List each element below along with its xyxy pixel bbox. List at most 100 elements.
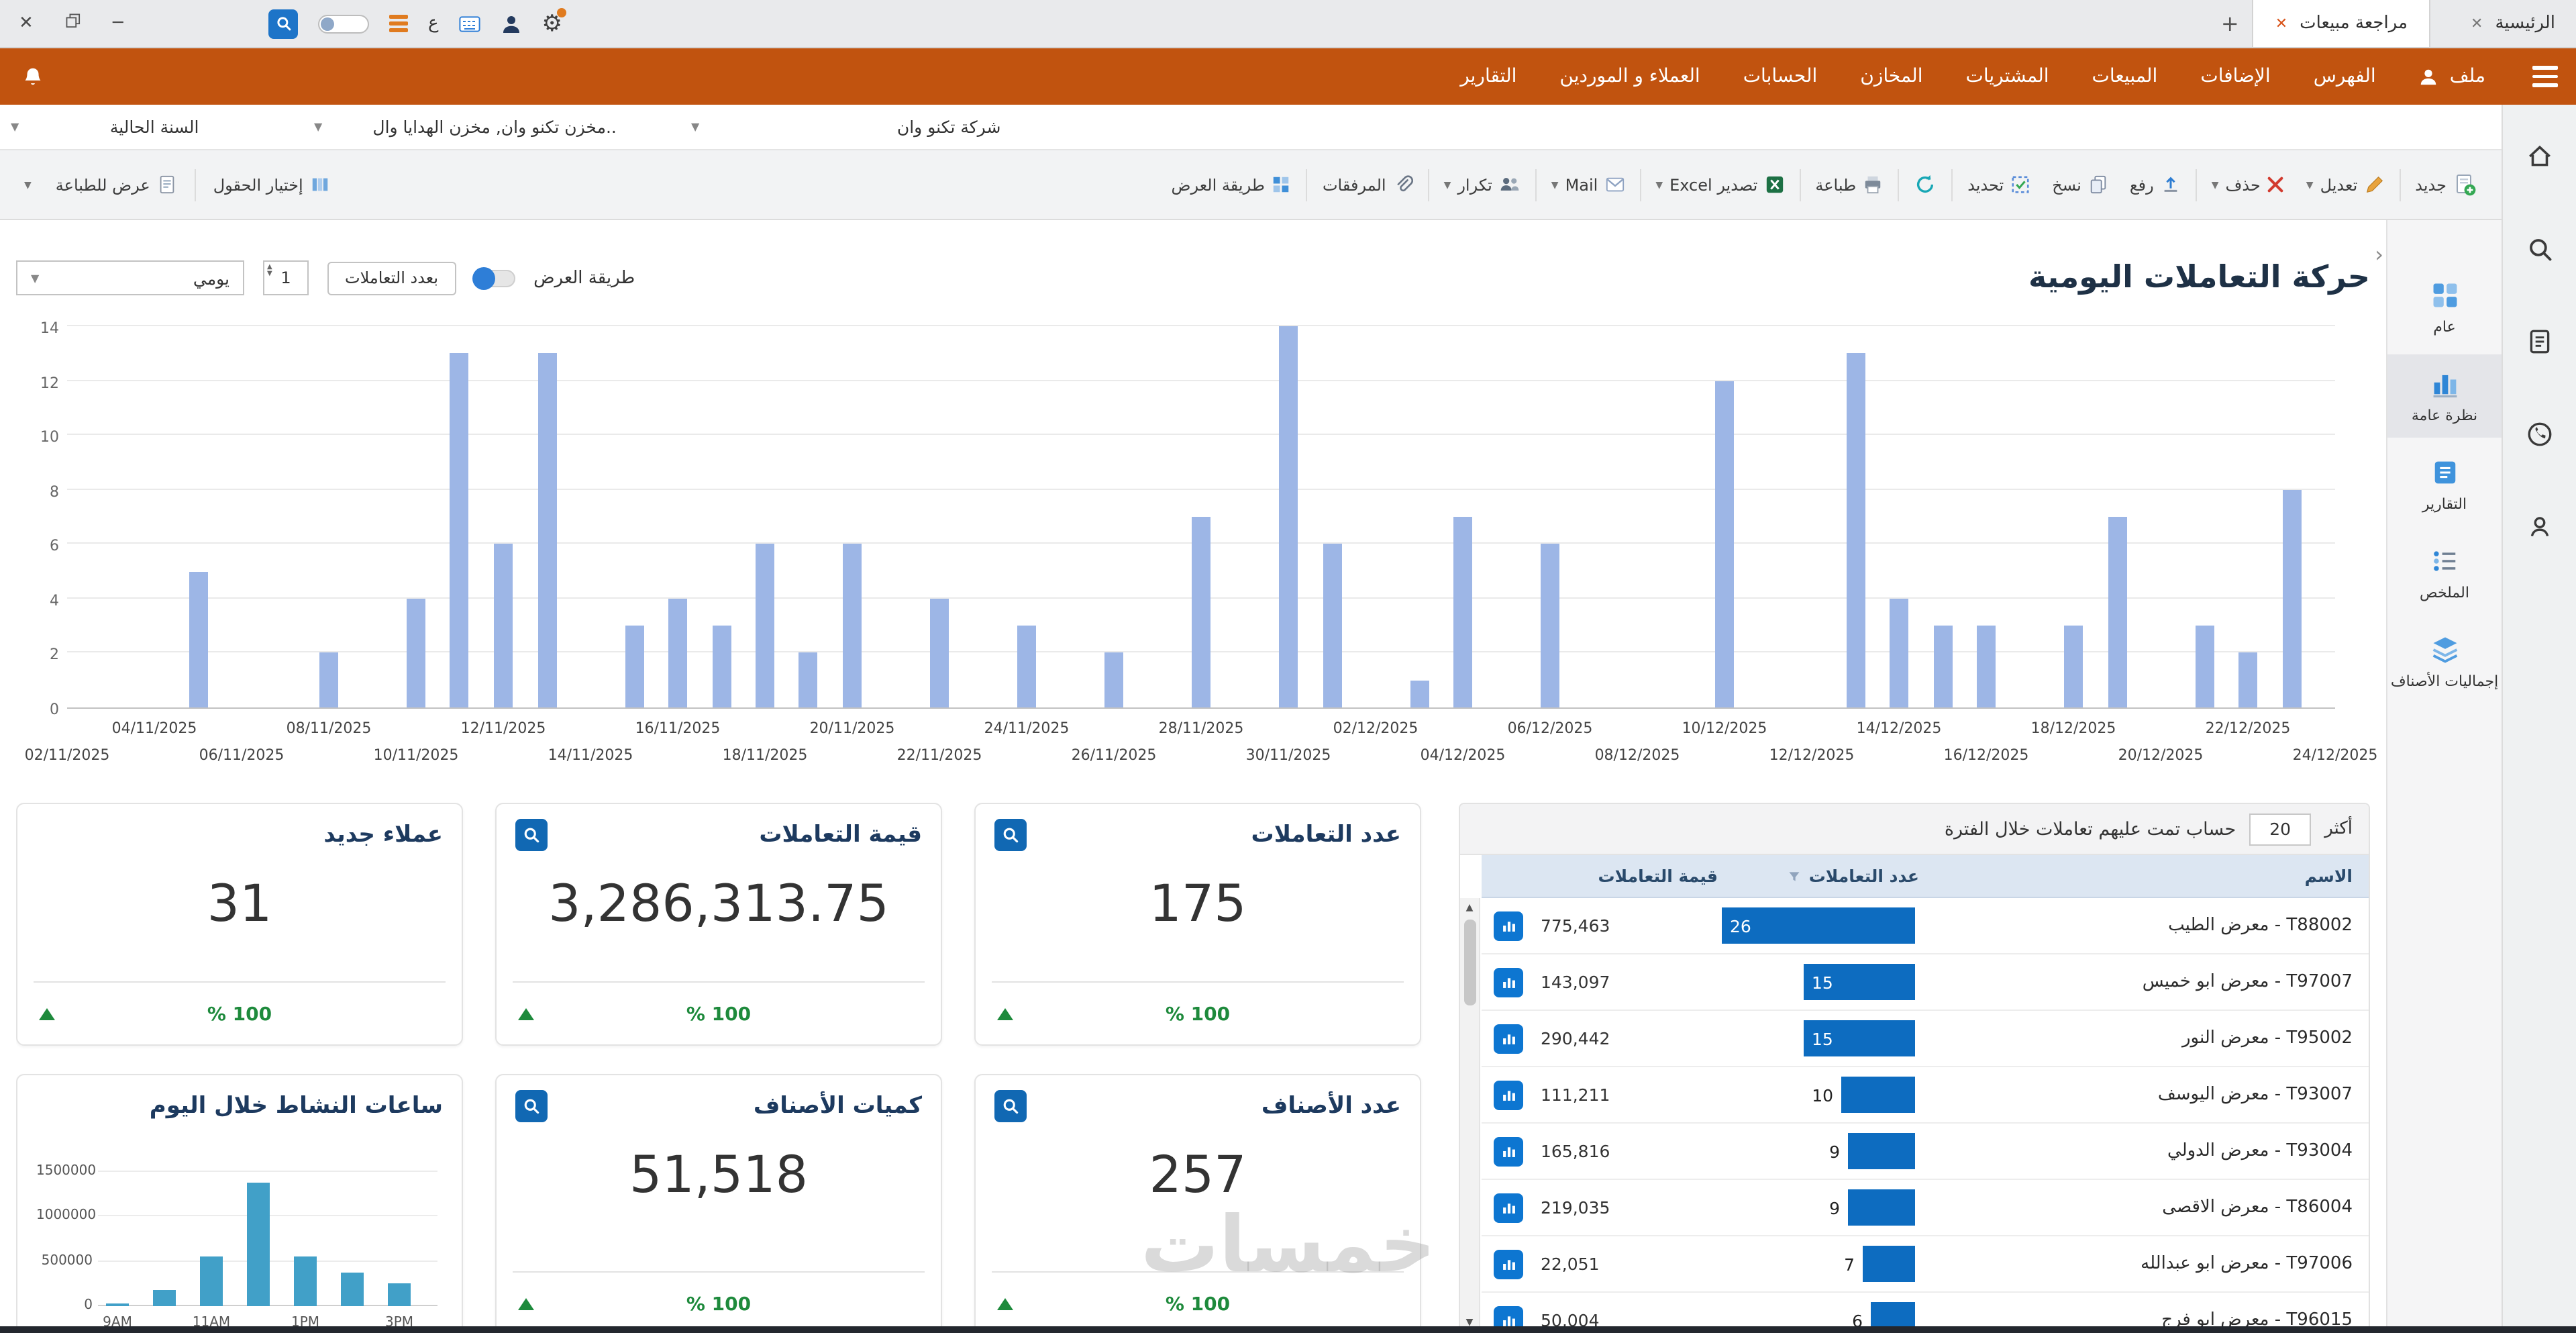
toolbar-overflow-button[interactable]: ▼ [13,162,42,207]
toolbar-button-نسخ[interactable]: نسخ [2041,162,2119,207]
menu-item[interactable]: ملف [2398,48,2507,105]
scrollbar-thumb[interactable] [1464,920,1476,1005]
accounts-scrollbar[interactable]: ▲ ▼ [1460,898,1480,1333]
toggle-mode-pill[interactable]: بعدد التعاملات [327,261,456,295]
card-zoom-button[interactable] [515,1090,548,1122]
whatsapp-button[interactable] [2526,420,2554,454]
search-button[interactable] [2526,235,2554,268]
scroll-up-icon[interactable]: ▲ [1460,902,1479,913]
account-row[interactable]: T97007 - معرض ابو خميس15143,097 [1482,954,2369,1011]
row-chart-button[interactable] [1494,1080,1523,1109]
toolbar-button-المرفقات[interactable]: المرفقات [1312,162,1424,207]
toolbar-button-عرض للطباعة[interactable]: عرض للطباعة [45,162,188,207]
row-chart-button[interactable] [1494,1249,1523,1279]
user-profile-icon[interactable] [501,13,522,34]
collapse-panel-arrow[interactable]: › [2375,242,2383,267]
x-axis-label: 06/11/2025 [199,746,285,764]
toggle-switch[interactable] [318,14,369,33]
row-chart-button[interactable] [1494,911,1523,940]
menu-item[interactable]: التقارير [1439,48,1538,105]
x-axis-label: 16/12/2025 [1944,746,2029,764]
account-row[interactable]: T93007 - معرض اليوسف10111,211 [1482,1067,2369,1124]
toolbar-button-طباعة[interactable]: طباعة [1804,162,1894,207]
dropdown-caret-icon[interactable]: ▼ [2306,179,2314,190]
dropdown-caret-icon[interactable]: ▼ [1551,179,1559,190]
menu-item[interactable]: الفهرس [2292,48,2398,105]
window-close-icon[interactable]: ✕ [19,13,34,34]
toolbar-button-تكرار[interactable]: تكرار▼ [1433,162,1531,207]
card-zoom-button[interactable] [515,819,548,851]
card-zoom-button[interactable] [994,1090,1027,1122]
menu-item[interactable]: المخازن [1839,48,1944,105]
top-accounts-count-input[interactable] [2249,813,2311,845]
spinner-arrows-icon[interactable]: ▲▼ [267,264,272,278]
keyboard-icon[interactable] [459,15,480,32]
row-chart-button[interactable] [1494,967,1523,997]
toolbar-button-حذف[interactable]: حذف▼ [2201,162,2296,207]
col-header-value[interactable]: قيمة التعاملات [1535,866,1718,886]
row-chart-button[interactable] [1494,1136,1523,1166]
card-zoom-button[interactable] [994,819,1027,851]
x-axis-label: 18/11/2025 [723,746,808,764]
tab-inactive[interactable]: ✕الرئيسية [2449,0,2576,47]
menu-item[interactable]: الإضافات [2179,48,2291,105]
tab-close-icon[interactable]: ✕ [2275,15,2287,32]
account-row[interactable]: T86004 - معرض الاقصى9219,035 [1482,1180,2369,1236]
card-divider [992,981,1404,983]
sidebar-item[interactable]: إجماليات الأصناف [2387,620,2502,703]
account-row[interactable]: T93004 - معرض الدولي9165,816 [1482,1124,2369,1180]
account-row[interactable]: T97006 - معرض ابو عبدالله722,051 [1482,1236,2369,1293]
x-axis-label: 30/11/2025 [1246,746,1331,764]
chart-bar [668,599,687,707]
row-chart-button[interactable] [1494,1024,1523,1053]
period-step-spinner[interactable]: ▲▼ 1 [263,260,309,295]
toolbar-button-تعديل[interactable]: تعديل▼ [2296,162,2395,207]
toolbar-button-تصدير Excel[interactable]: تصدير Excel▼ [1645,162,1795,207]
sidebar-item[interactable]: الملخص [2387,532,2502,615]
tasks-list-icon[interactable] [389,15,408,32]
menu-toggle-icon[interactable] [2532,66,2558,87]
tab-close-icon[interactable]: ✕ [2471,15,2483,32]
upload-icon [2161,175,2181,195]
dropdown-caret-icon[interactable]: ▼ [2212,179,2219,190]
toolbar-button-Mail[interactable]: Mail▼ [1541,162,1636,207]
sidebar-item[interactable]: نظرة عامة [2387,354,2502,438]
home-button[interactable] [2526,142,2554,176]
language-toggle[interactable]: ع [428,13,439,34]
company-select[interactable]: ▼ شركة تكنو وان [691,109,1188,144]
account-row[interactable]: T88002 - معرض الطيب26775,463 [1482,898,2369,954]
window-minimize-icon[interactable]: ─ [113,13,123,34]
profile-button[interactable] [2526,513,2554,546]
account-row[interactable]: T95002 - معرض النور15290,442 [1482,1011,2369,1067]
notifications-bell-icon[interactable] [21,65,44,88]
warehouse-select[interactable]: ▼ مخزن تكنو وان, مخزن الهدايا وال.. [314,109,656,144]
toolbar-button-رفع[interactable]: رفع [2119,162,2192,207]
toolbar-button-تحديد[interactable]: تحديد [1957,162,2041,207]
quick-search-icon[interactable] [268,9,298,38]
menu-item[interactable]: المشتريات [1944,48,2070,105]
toolbar-button-refresh-icon[interactable] [1903,162,1947,207]
col-header-count[interactable]: عدد التعاملات [1718,866,1919,886]
col-header-name[interactable]: الاسم [1919,866,2369,886]
fiscal-year-select[interactable]: ▼ السنة الحالية [11,109,279,144]
tab-active[interactable]: ✕مراجعة مبيعات [2253,0,2430,47]
period-unit-select[interactable]: يومي ▼ [16,260,244,295]
invoice-button[interactable] [2526,328,2554,361]
toolbar-button-جديد[interactable]: جديد [2404,162,2488,207]
chart-bar [189,571,207,707]
dropdown-caret-icon[interactable]: ▼ [1655,179,1663,190]
toolbar-button-طريقة العرض[interactable]: طريقة العرض [1160,162,1302,207]
sidebar-item-label: إجماليات الأصناف [2391,673,2498,690]
settings-gear-icon[interactable]: ⚙ [542,10,563,37]
sidebar-item[interactable]: عام [2387,266,2502,349]
count-value-toggle[interactable] [474,269,515,287]
menu-item[interactable]: العملاء و الموردين [1538,48,1721,105]
sidebar-item[interactable]: التقارير [2387,443,2502,526]
menu-item[interactable]: الحسابات [1722,48,1839,105]
window-restore-icon[interactable] [66,13,81,34]
row-chart-button[interactable] [1494,1193,1523,1222]
new-tab-button[interactable]: + [2208,11,2253,36]
dropdown-caret-icon[interactable]: ▼ [1444,179,1451,190]
toolbar-button-إختيار الحقول[interactable]: إختيار الحقول [203,162,341,207]
menu-item[interactable]: المبيعات [2071,48,2179,105]
